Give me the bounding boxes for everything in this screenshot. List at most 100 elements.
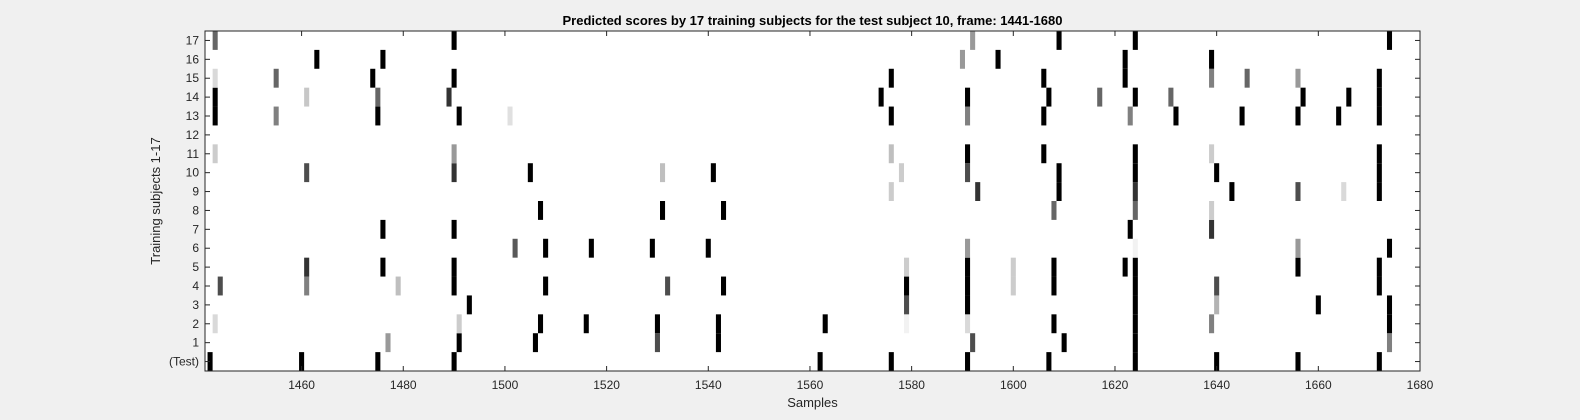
heatmap-cell bbox=[822, 314, 828, 334]
heatmap-cell bbox=[212, 68, 218, 88]
y-tick-label: 11 bbox=[187, 147, 200, 161]
heatmap-cell bbox=[721, 201, 727, 220]
heatmap-cell bbox=[1132, 31, 1138, 50]
heatmap-cell bbox=[507, 106, 513, 126]
heatmap-cell bbox=[466, 295, 472, 315]
heatmap-cell bbox=[904, 295, 910, 315]
heatmap-cell bbox=[451, 144, 457, 164]
heatmap-cell bbox=[1214, 276, 1220, 296]
heatmap-cell bbox=[817, 352, 823, 371]
heatmap-cell bbox=[1132, 144, 1138, 164]
heatmap-cell bbox=[1168, 87, 1174, 107]
y-tick-label: 8 bbox=[192, 203, 199, 217]
heatmap-cell bbox=[1046, 352, 1052, 371]
heatmap-cell bbox=[1056, 163, 1062, 183]
heatmap-cell bbox=[1315, 295, 1321, 315]
heatmap-cell bbox=[1061, 333, 1067, 353]
x-tick-label: 1560 bbox=[797, 378, 824, 392]
y-tick-label: 4 bbox=[192, 279, 199, 293]
heatmap-cell bbox=[456, 333, 462, 353]
heatmap-cell bbox=[965, 295, 971, 315]
heatmap-cell bbox=[380, 49, 386, 69]
heatmap-cell bbox=[1386, 314, 1393, 334]
heatmap-cell bbox=[273, 68, 279, 88]
x-axis-ticks: 1460 1480 1500 1520 1540 1560 1580 1600 1620 1640… bbox=[288, 31, 1434, 392]
heatmap-cell bbox=[375, 106, 381, 126]
heatmap-cell bbox=[212, 314, 218, 334]
heatmap-cell bbox=[1376, 144, 1382, 164]
x-tick-label: 1540 bbox=[695, 378, 722, 392]
heatmap-cell bbox=[370, 68, 376, 88]
heatmap-cell bbox=[965, 87, 971, 107]
heatmap-cell bbox=[537, 201, 544, 220]
heatmap-cell bbox=[1046, 87, 1052, 107]
heatmap-cell bbox=[395, 276, 401, 296]
heatmap-cell bbox=[380, 257, 386, 277]
heatmap-cell bbox=[904, 314, 910, 334]
y-tick-label: 12 bbox=[186, 128, 200, 142]
heatmap-cell bbox=[1239, 106, 1245, 126]
heatmap-cell bbox=[217, 276, 223, 296]
heatmap-cell bbox=[1132, 201, 1138, 220]
heatmap-cell bbox=[1376, 182, 1382, 201]
heatmap-cell bbox=[965, 106, 971, 126]
heatmap-cell bbox=[212, 106, 218, 126]
heatmap-cell bbox=[904, 276, 910, 296]
heatmap-cell bbox=[904, 257, 910, 277]
y-tick-label: 17 bbox=[186, 33, 200, 47]
heatmap-cell bbox=[1132, 182, 1138, 201]
y-tick-label: 6 bbox=[192, 241, 199, 255]
heatmap-cell bbox=[583, 314, 589, 334]
heatmap-cell bbox=[1132, 352, 1138, 371]
heatmap-cell bbox=[527, 163, 533, 183]
heatmap-cell bbox=[959, 49, 965, 69]
heatmap-cell bbox=[1214, 352, 1220, 371]
heatmap-cell bbox=[660, 201, 666, 220]
heatmap-cell bbox=[1051, 276, 1057, 296]
heatmap-cell bbox=[456, 314, 462, 334]
heatmap-cell bbox=[1376, 106, 1382, 126]
heatmap-cell bbox=[1132, 87, 1138, 107]
heatmap-cell bbox=[1127, 219, 1133, 239]
heatmap-cell bbox=[965, 276, 971, 296]
heatmap-cell bbox=[1209, 314, 1215, 334]
heatmap-cell bbox=[1295, 257, 1301, 277]
heatmap-cell bbox=[1376, 68, 1382, 88]
heatmap-cell bbox=[532, 333, 538, 353]
heatmap-cell bbox=[375, 352, 381, 371]
heatmap-cell bbox=[970, 333, 976, 353]
heatmap-cell bbox=[705, 238, 711, 258]
heatmap-cell bbox=[451, 68, 457, 88]
y-tick-label: 1 bbox=[192, 336, 199, 350]
plot-border bbox=[204, 30, 1421, 372]
heatmap-cell bbox=[1010, 257, 1016, 277]
y-tick-label: 14 bbox=[186, 90, 200, 104]
heatmap-cell bbox=[1209, 68, 1215, 88]
heatmap-cell bbox=[1295, 68, 1301, 88]
heatmap-cell bbox=[1376, 257, 1382, 277]
heatmap-cell bbox=[375, 87, 381, 107]
heatmap-cell bbox=[212, 144, 218, 164]
heatmap-cell bbox=[649, 238, 655, 258]
heatmap-cell bbox=[710, 163, 716, 183]
heatmap-cell bbox=[1041, 106, 1047, 126]
heatmap-cell bbox=[1132, 314, 1138, 334]
heatmap-cell bbox=[273, 106, 279, 126]
heatmap-cell bbox=[1295, 238, 1301, 258]
heatmap-cell bbox=[1132, 295, 1138, 315]
x-tick-label: 1460 bbox=[288, 378, 315, 392]
heatmap-cell bbox=[654, 333, 660, 353]
y-tick-label: 15 bbox=[186, 71, 200, 85]
heatmap-cell bbox=[888, 68, 894, 88]
heatmap-cell bbox=[1244, 68, 1250, 88]
heatmap-cell bbox=[212, 31, 218, 50]
heatmap-cell bbox=[451, 163, 457, 183]
heatmap-cell bbox=[721, 276, 727, 296]
heatmap-cell bbox=[588, 238, 594, 258]
heatmap-cell bbox=[451, 352, 457, 371]
heatmap-cell bbox=[537, 314, 544, 334]
heatmap-cell bbox=[965, 163, 971, 183]
heatmap-cell bbox=[1097, 87, 1103, 107]
